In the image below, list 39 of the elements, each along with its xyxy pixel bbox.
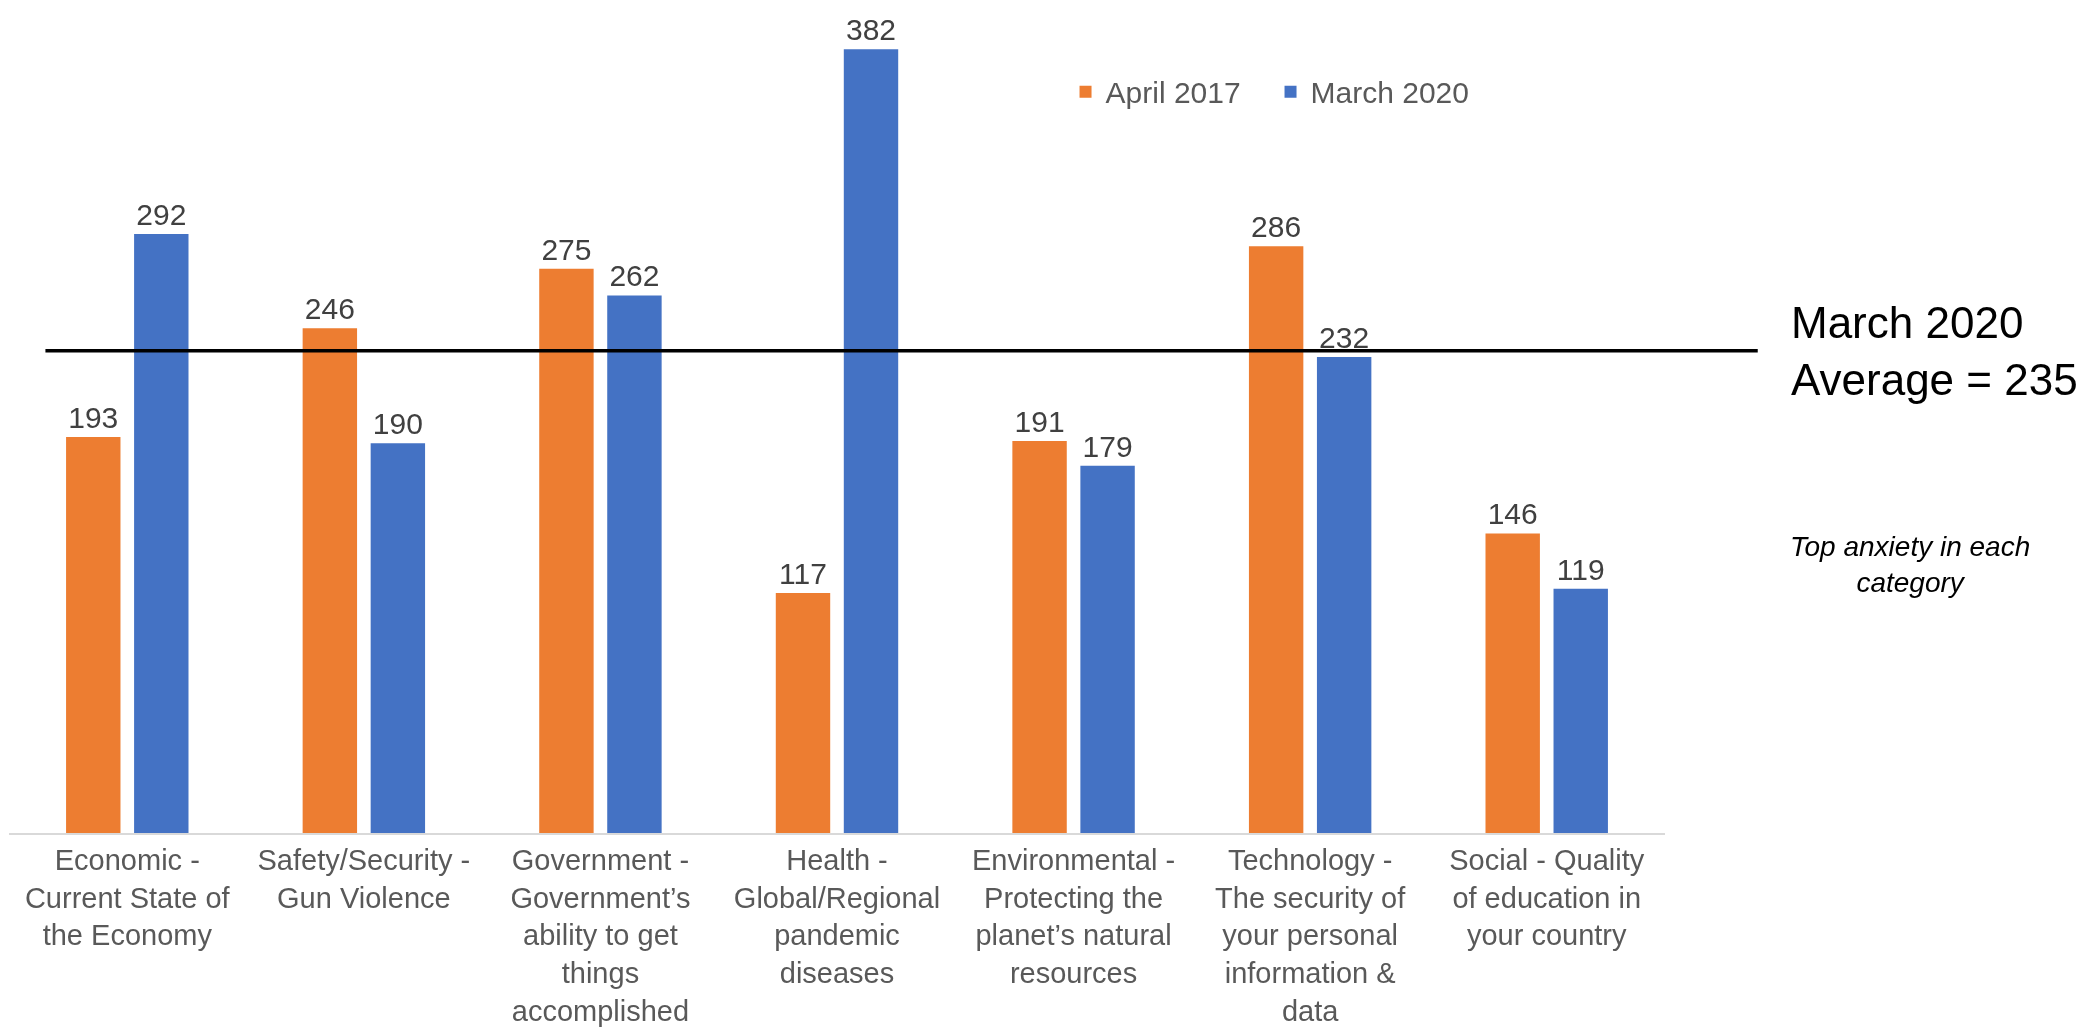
data-label: 117 [779, 556, 827, 590]
data-label: 191 [1014, 405, 1065, 439]
bar [134, 233, 189, 833]
bar [1485, 533, 1540, 833]
bar [1080, 465, 1135, 833]
bar [1248, 246, 1304, 833]
x-tick-label: Environmental - Protecting the planet’s natural resources [972, 843, 1176, 989]
x-tick-label: Government - Government’s ability to get things accomplished [510, 843, 691, 1027]
data-label: 262 [609, 259, 660, 293]
data-label: 232 [1319, 321, 1370, 355]
ref-line-label: March 2020 Average = 235 [1791, 298, 2078, 405]
bar [66, 437, 121, 833]
bar [1012, 441, 1067, 833]
bar [302, 328, 358, 833]
x-tick-label: Social - Quality of education in your country [1449, 843, 1645, 952]
data-label: 179 [1082, 429, 1133, 463]
data-label: 119 [1556, 552, 1605, 586]
data-label: 193 [68, 401, 119, 435]
data-label: 146 [1487, 497, 1538, 531]
x-tick-label: Health - Global/Regional pandemic diseases [733, 843, 941, 989]
data-label: 286 [1251, 210, 1302, 244]
data-label: 275 [541, 232, 592, 266]
legend-label: March 2020 [1310, 76, 1469, 110]
x-tick-label: Technology - The security of your personal information & data [1215, 843, 1407, 1027]
x-tick-label: Economic - Current State of the Economy [24, 843, 231, 952]
text: Top anxiety in each category [1790, 531, 2031, 599]
bar [1553, 588, 1608, 833]
bar [370, 443, 426, 833]
data-label: 292 [136, 197, 187, 231]
data-label: 190 [372, 407, 423, 441]
data-label: 246 [304, 292, 355, 326]
x-tick-label: Safety/Security - Gun Violence [257, 843, 471, 914]
bar [775, 592, 831, 833]
data-label: 382 [845, 13, 897, 47]
bar [539, 268, 594, 833]
bar [607, 295, 662, 833]
legend-label: April 2017 [1105, 76, 1241, 110]
bar [843, 49, 899, 833]
bar [1316, 357, 1372, 833]
